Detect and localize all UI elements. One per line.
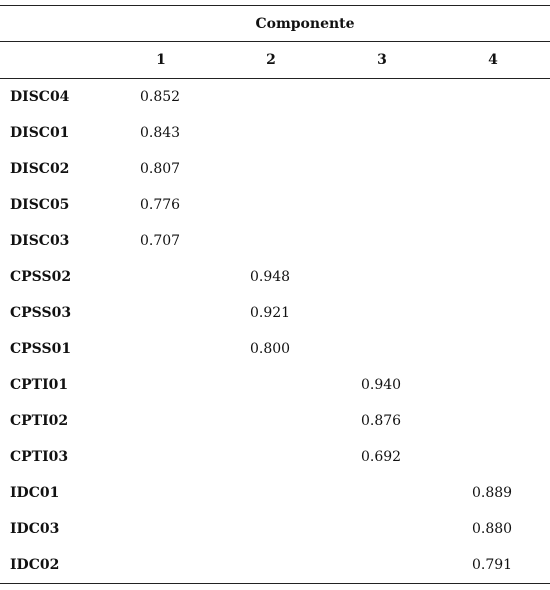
row-label: CPTI03 (10, 449, 69, 465)
row-label: IDC03 (10, 521, 60, 537)
row-label: DISC03 (10, 233, 70, 249)
row-label: IDC02 (10, 557, 60, 573)
column-header: 3 (377, 52, 387, 68)
loading-value: 0.940 (361, 377, 402, 393)
row-label: CPTI01 (10, 377, 69, 393)
loading-value: 0.791 (472, 557, 513, 573)
loading-value: 0.692 (361, 449, 402, 465)
row-label: DISC01 (10, 125, 70, 141)
row-label: CPTI02 (10, 413, 69, 429)
group-header: Componente (255, 16, 355, 32)
loading-value: 0.921 (250, 305, 291, 321)
header-rule (0, 78, 550, 79)
row-label: IDC01 (10, 485, 60, 501)
loading-value: 0.876 (361, 413, 402, 429)
header-rule (0, 41, 550, 42)
loading-value: 0.880 (472, 521, 513, 537)
column-header: 2 (266, 52, 276, 68)
loading-value: 0.843 (140, 125, 181, 141)
column-header: 1 (156, 52, 166, 68)
loading-value: 0.889 (472, 485, 513, 501)
loading-value: 0.852 (140, 89, 181, 105)
row-label: DISC05 (10, 197, 70, 213)
loading-value: 0.707 (140, 233, 181, 249)
row-label: DISC02 (10, 161, 70, 177)
column-header: 4 (488, 52, 498, 68)
top-rule (0, 5, 550, 6)
row-label: DISC04 (10, 89, 70, 105)
loading-value: 0.948 (250, 269, 291, 285)
row-label: CPSS03 (10, 305, 72, 321)
loading-value: 0.800 (250, 341, 291, 357)
bottom-rule (0, 583, 550, 584)
row-label: CPSS01 (10, 341, 72, 357)
loading-value: 0.807 (140, 161, 181, 177)
loading-value: 0.776 (140, 197, 181, 213)
row-label: CPSS02 (10, 269, 72, 285)
